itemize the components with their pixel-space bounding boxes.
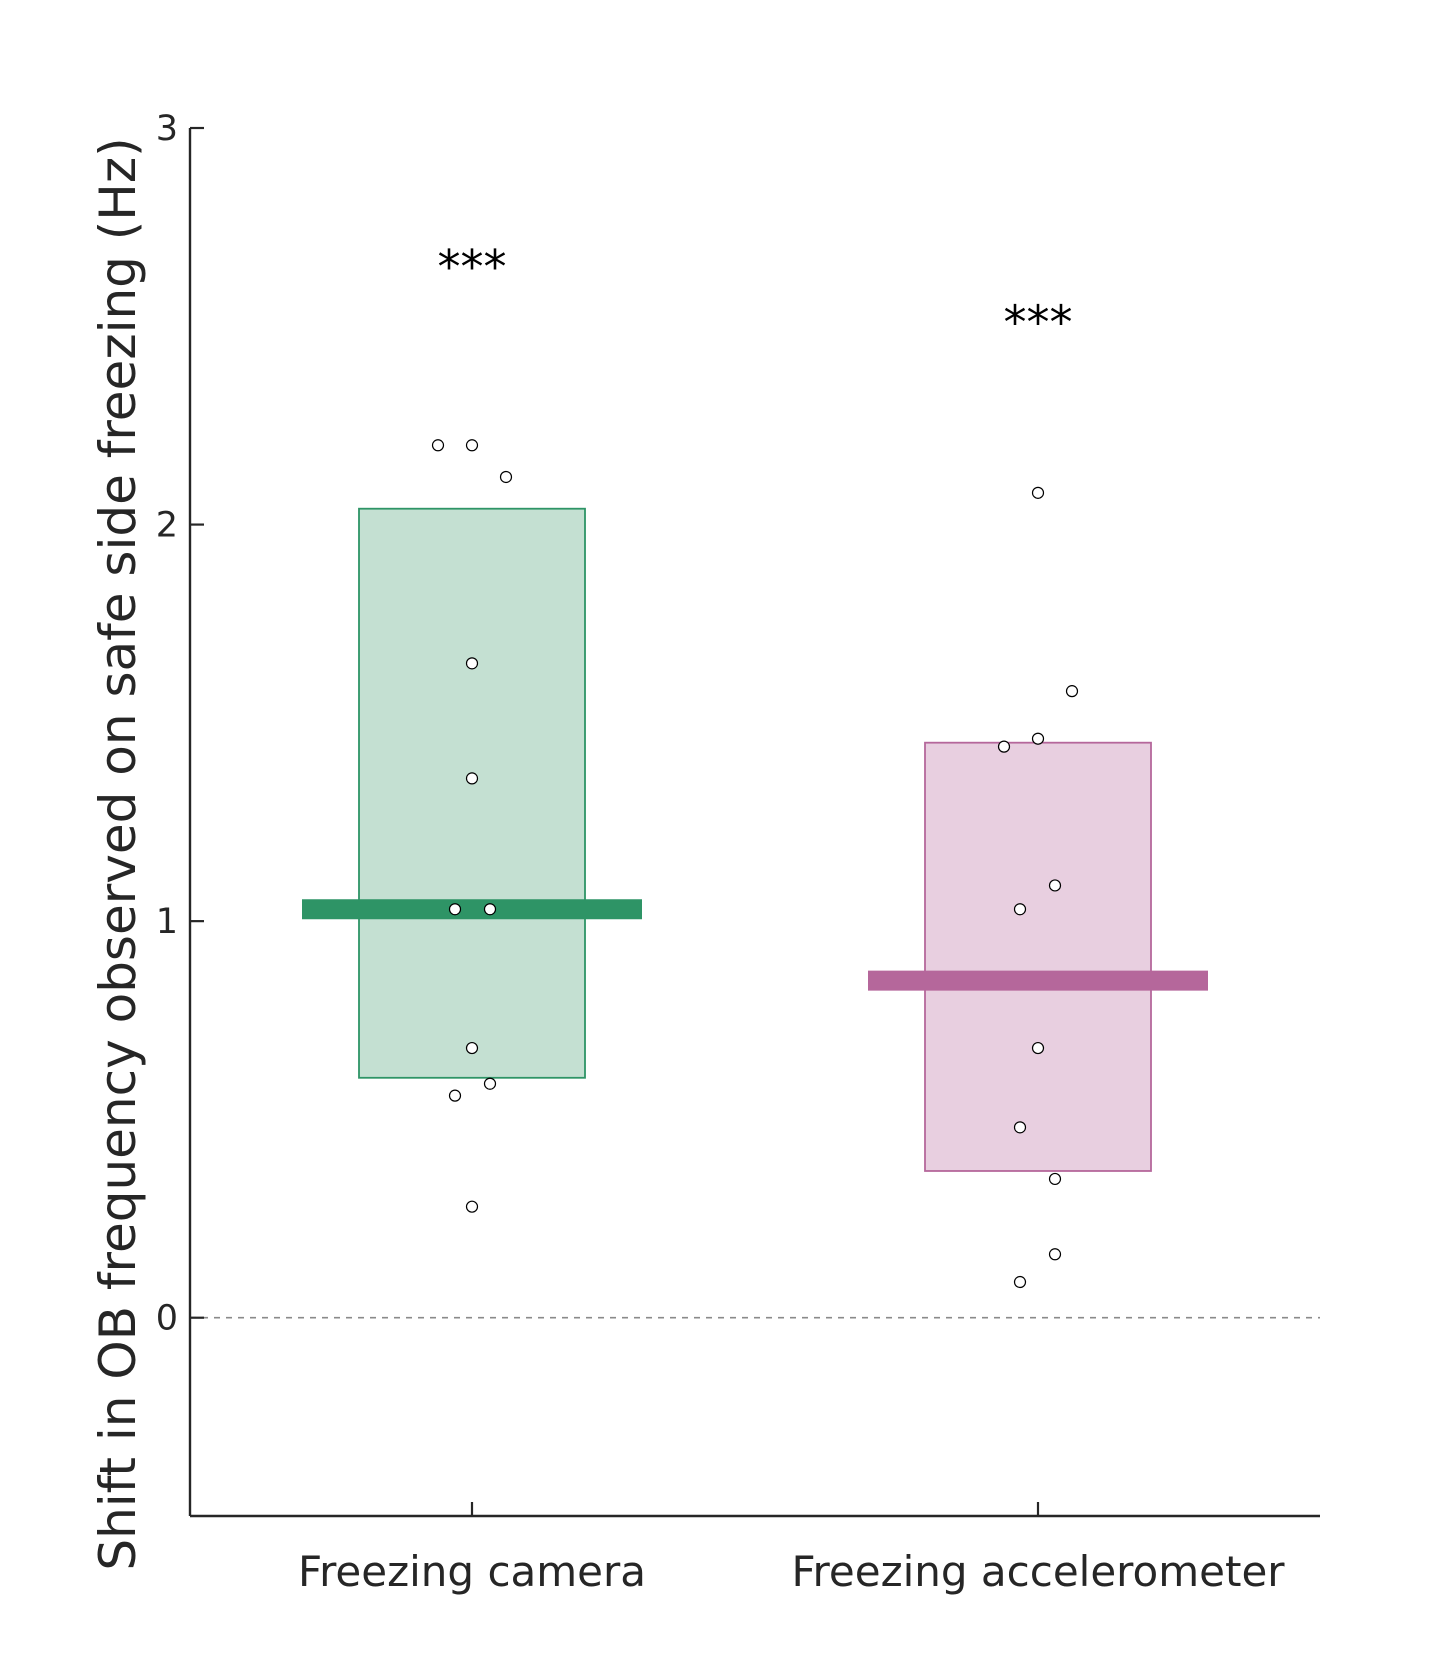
data-point — [1048, 1248, 1062, 1261]
data-point — [465, 657, 479, 670]
y-tick-label: 0 — [156, 1299, 178, 1339]
y-tick-label: 1 — [156, 902, 178, 942]
plot-area: *** *** 0 1 2 3 Freezing camera Freezing accele… — [156, 109, 1320, 1596]
data-point — [465, 1200, 479, 1213]
data-point — [1048, 879, 1062, 892]
y-axis-title: Shift in OB frequency observed on safe s… — [89, 137, 147, 1570]
data-point — [1013, 903, 1027, 916]
y-tick-label: 3 — [156, 109, 178, 149]
data-point — [448, 1089, 462, 1102]
significance-label-2: *** — [1004, 295, 1073, 349]
data-point — [483, 1077, 497, 1090]
box-1 — [358, 507, 586, 1079]
data-point — [1048, 1172, 1062, 1186]
data-point — [1013, 1121, 1027, 1134]
data-point — [465, 439, 479, 452]
x-tick-label: Freezing accelerometer — [791, 1547, 1285, 1596]
data-point — [1031, 1041, 1045, 1055]
y-tick-label: 2 — [156, 506, 178, 546]
data-point — [499, 470, 513, 484]
data-point — [1031, 732, 1045, 745]
significance-label-1: *** — [438, 240, 507, 294]
median-bar-1 — [302, 899, 642, 920]
x-tick-label: Freezing camera — [298, 1547, 646, 1596]
data-point — [448, 903, 462, 916]
data-point — [1031, 486, 1045, 499]
box-2 — [924, 741, 1152, 1172]
data-point — [431, 439, 445, 452]
median-bar-2 — [868, 970, 1208, 991]
data-point — [483, 903, 497, 916]
data-point — [997, 740, 1011, 753]
data-point — [465, 772, 479, 785]
data-point — [465, 1041, 479, 1055]
data-point — [1013, 1275, 1027, 1289]
data-point — [1065, 685, 1079, 698]
